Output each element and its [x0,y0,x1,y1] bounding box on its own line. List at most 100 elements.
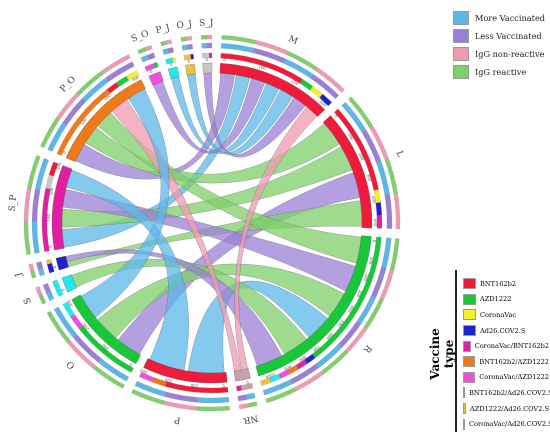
tick-label: 300 [319,99,328,108]
group-label: O_J [176,19,193,31]
group-arc-s-o [148,71,164,86]
vaccine-legend-item: BNT162b2/Ad26.COV2.S [463,385,550,401]
vaccine-legend-label: BNT162b2 [480,279,517,288]
tick-label: 0 [169,62,173,68]
tick-label: 100 [101,343,110,352]
outer-ring-segment [206,34,213,40]
outer-ring-segment [30,270,37,279]
category-legend-item: More Vaccinated [453,10,548,25]
tick-label: 500 [337,319,346,328]
outer-ring-segment [171,56,177,63]
outer-ring-segment [105,61,135,82]
group-label: S_P [8,194,20,212]
group-label: NR [242,412,259,425]
outer-ring-segment [42,283,51,294]
tick-label: 100 [368,256,375,265]
outer-ring-segment [201,34,207,40]
outer-ring-segment [31,221,40,254]
tick-label: 100 [190,383,198,389]
outer-ring-segment [265,387,297,403]
tick-label: 300 [366,173,373,182]
outer-ring-segment [393,192,401,230]
outer-ring-segment [28,263,35,272]
tick-label: 0 [47,244,52,248]
tick-label: 200 [48,187,54,196]
outer-ring-segment [116,76,129,87]
outer-ring-segment [299,79,314,91]
outer-ring-segment [196,406,230,412]
outer-ring-segment [186,43,193,50]
outer-ring-segment [181,44,188,51]
outer-ring-segment [139,371,154,383]
outer-ring-segment [46,259,53,265]
tick-label: 0 [149,68,154,74]
group-arc-j [55,255,69,271]
group-label: O [65,358,77,370]
vaccine-legend-list: BNT162b2 AZD1222 CoronaVac Ad26.COV2.S Coron… [463,276,550,432]
vaccine-legend-item: CoronaVac/BNT162b2 [463,338,549,354]
outer-ring-segment [185,36,192,41]
outer-ring-segment [126,70,140,81]
vaccine-legend-item: Ad26.COV2.S [463,323,549,339]
outer-ring-segment [201,42,208,49]
group-label: L [394,150,405,159]
vaccine-type-legend: Vaccine type BNT162b2 AZD1222 CoronaVac Ad2… [428,268,550,438]
group-arc-s-j [202,62,213,74]
category-legend-label: More Vaccinated [475,12,546,23]
group-label: S [22,296,34,306]
tick-label: 200 [358,152,366,161]
tick-label: 300 [131,74,141,82]
outer-ring-segment [38,294,47,305]
outer-ring-segment [221,43,254,53]
outer-ring-segment [23,221,31,255]
outer-ring-segment [134,381,167,397]
outer-ring-segment [247,401,258,408]
group-label: P [174,414,182,425]
vaccine-legend-swatch [463,278,476,290]
outer-ring-segment [165,39,172,45]
group-label: P_J [155,23,172,36]
tick-label: 200 [103,93,112,102]
tick-label: 0 [245,380,249,386]
vaccine-legend-label: BNT162b2/Ad26.COV2.S [469,388,550,397]
arcs-layer [23,34,401,412]
outer-ring-segment [206,42,213,49]
group-arc-o [71,294,141,365]
category-legend-label: Less Vaccinated [475,30,542,41]
outer-ring-segment [106,82,120,94]
outer-ring-segment [100,54,131,75]
vaccine-legend-item: CoronaVac/AZD1222 [463,370,549,386]
outer-ring-segment [376,215,383,229]
outer-ring-segment [190,53,195,60]
group-arc-o-j [185,63,196,76]
outer-ring-segment [389,238,400,271]
outer-ring-segment [262,379,294,396]
group-arc-p-o [65,79,146,162]
tick-label: 100 [79,117,88,126]
category-legend-label: IgG non-reactive [475,48,545,59]
category-legend-swatch [453,28,469,43]
category-legend-swatch [453,64,469,79]
outer-ring-segment [310,74,340,99]
tick-label: 0 [128,362,133,368]
group-arc-m [219,63,325,117]
group-label: M [287,34,299,47]
vaccine-legend-swatch [463,340,471,352]
group-label: S_J [199,18,214,28]
outer-ring-segment [48,161,59,177]
group-arc-nr [233,368,251,382]
tick-label: 400 [371,196,377,205]
vaccine-legend-item: AZD1222/Ad26.COV2.S [463,401,549,417]
outer-ring-segment [153,62,159,69]
tick-label: 200 [290,78,300,86]
tick-label: 0 [52,265,58,269]
vaccine-legend-label: Ad26.COV2.S [480,326,526,335]
outer-ring-segment [236,385,242,392]
category-legend-swatch [453,46,469,61]
outer-ring-segment [62,301,75,318]
vaccine-legend-label: AZD1222/Ad26.COV2.S [469,404,549,413]
ribbon-nr-m [234,106,318,371]
vaccine-legend-swatch [463,371,476,383]
tick-label: 200 [164,377,173,384]
